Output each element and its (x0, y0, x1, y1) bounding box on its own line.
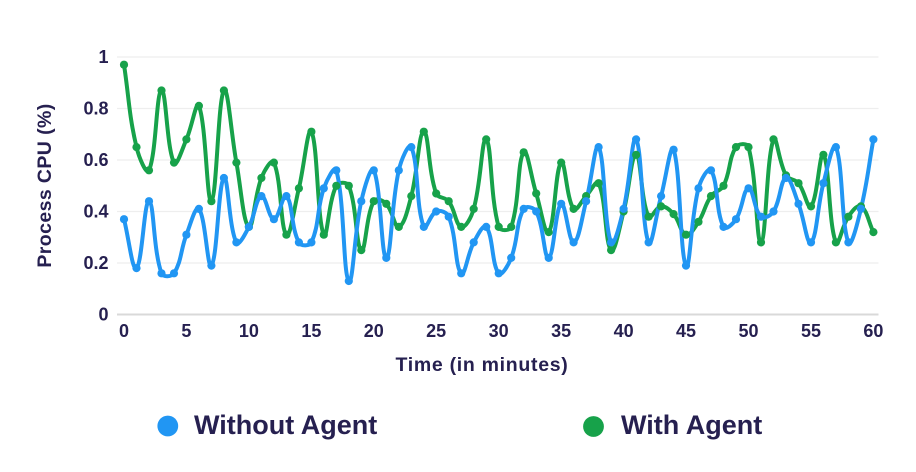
svg-text:0.6: 0.6 (83, 150, 108, 170)
svg-text:50: 50 (738, 321, 758, 341)
svg-text:30: 30 (489, 321, 509, 341)
svg-text:40: 40 (614, 321, 634, 341)
svg-text:10: 10 (239, 321, 259, 341)
svg-text:0.8: 0.8 (83, 99, 108, 119)
svg-text:1: 1 (98, 47, 108, 67)
svg-text:Without Agent: Without Agent (194, 410, 377, 440)
svg-text:55: 55 (801, 321, 821, 341)
svg-text:15: 15 (301, 321, 321, 341)
svg-text:Process CPU (%): Process CPU (%) (34, 103, 56, 267)
svg-text:With Agent: With Agent (621, 410, 762, 440)
svg-text:0: 0 (119, 321, 129, 341)
svg-text:20: 20 (364, 321, 384, 341)
svg-text:45: 45 (676, 321, 696, 341)
svg-text:5: 5 (181, 321, 191, 341)
svg-text:35: 35 (551, 321, 571, 341)
svg-text:0: 0 (98, 305, 108, 325)
svg-text:0.4: 0.4 (83, 202, 108, 222)
svg-text:25: 25 (426, 321, 446, 341)
svg-text:Time (in minutes): Time (in minutes) (396, 354, 569, 376)
svg-text:60: 60 (863, 321, 883, 341)
svg-text:0.2: 0.2 (83, 253, 108, 273)
